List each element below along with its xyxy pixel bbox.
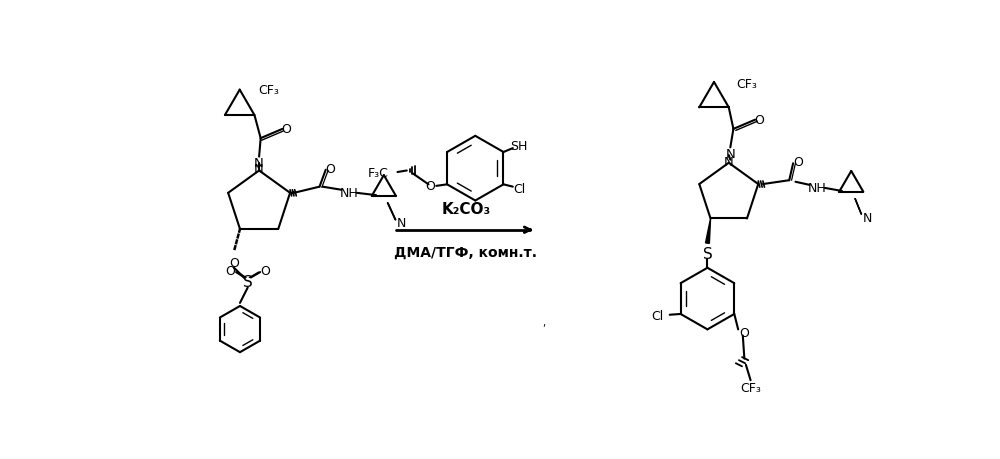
Text: Cl: Cl (651, 309, 664, 322)
Text: CF₃: CF₃ (259, 84, 280, 97)
Text: O: O (325, 162, 335, 175)
Text: N: N (725, 148, 735, 161)
Text: F₃C: F₃C (367, 166, 388, 179)
Text: O: O (226, 264, 236, 277)
Text: NH: NH (808, 182, 827, 195)
Text: O: O (229, 257, 239, 270)
Text: CF₃: CF₃ (740, 381, 761, 395)
Polygon shape (290, 192, 294, 195)
Text: O: O (281, 123, 291, 136)
Text: O: O (425, 180, 435, 193)
Text: N: N (863, 211, 872, 224)
Text: S: S (243, 274, 253, 289)
Text: O: O (754, 114, 764, 127)
Text: NH: NH (340, 187, 358, 200)
Text: S: S (703, 247, 712, 262)
Text: O: O (260, 264, 270, 277)
Text: ДМА/ТГФ, комн.т.: ДМА/ТГФ, комн.т. (394, 245, 538, 259)
Text: N: N (724, 156, 734, 168)
Text: K₂CO₃: K₂CO₃ (441, 201, 491, 216)
Text: N: N (254, 163, 264, 176)
Text: Cl: Cl (513, 182, 525, 195)
Text: SH: SH (510, 140, 528, 153)
Polygon shape (706, 219, 711, 244)
Text: CF₃: CF₃ (736, 78, 757, 91)
Text: O: O (739, 326, 749, 339)
Text: N: N (254, 157, 264, 170)
Text: N: N (397, 217, 406, 230)
Text: ,: , (542, 318, 545, 327)
Text: O: O (793, 156, 803, 169)
